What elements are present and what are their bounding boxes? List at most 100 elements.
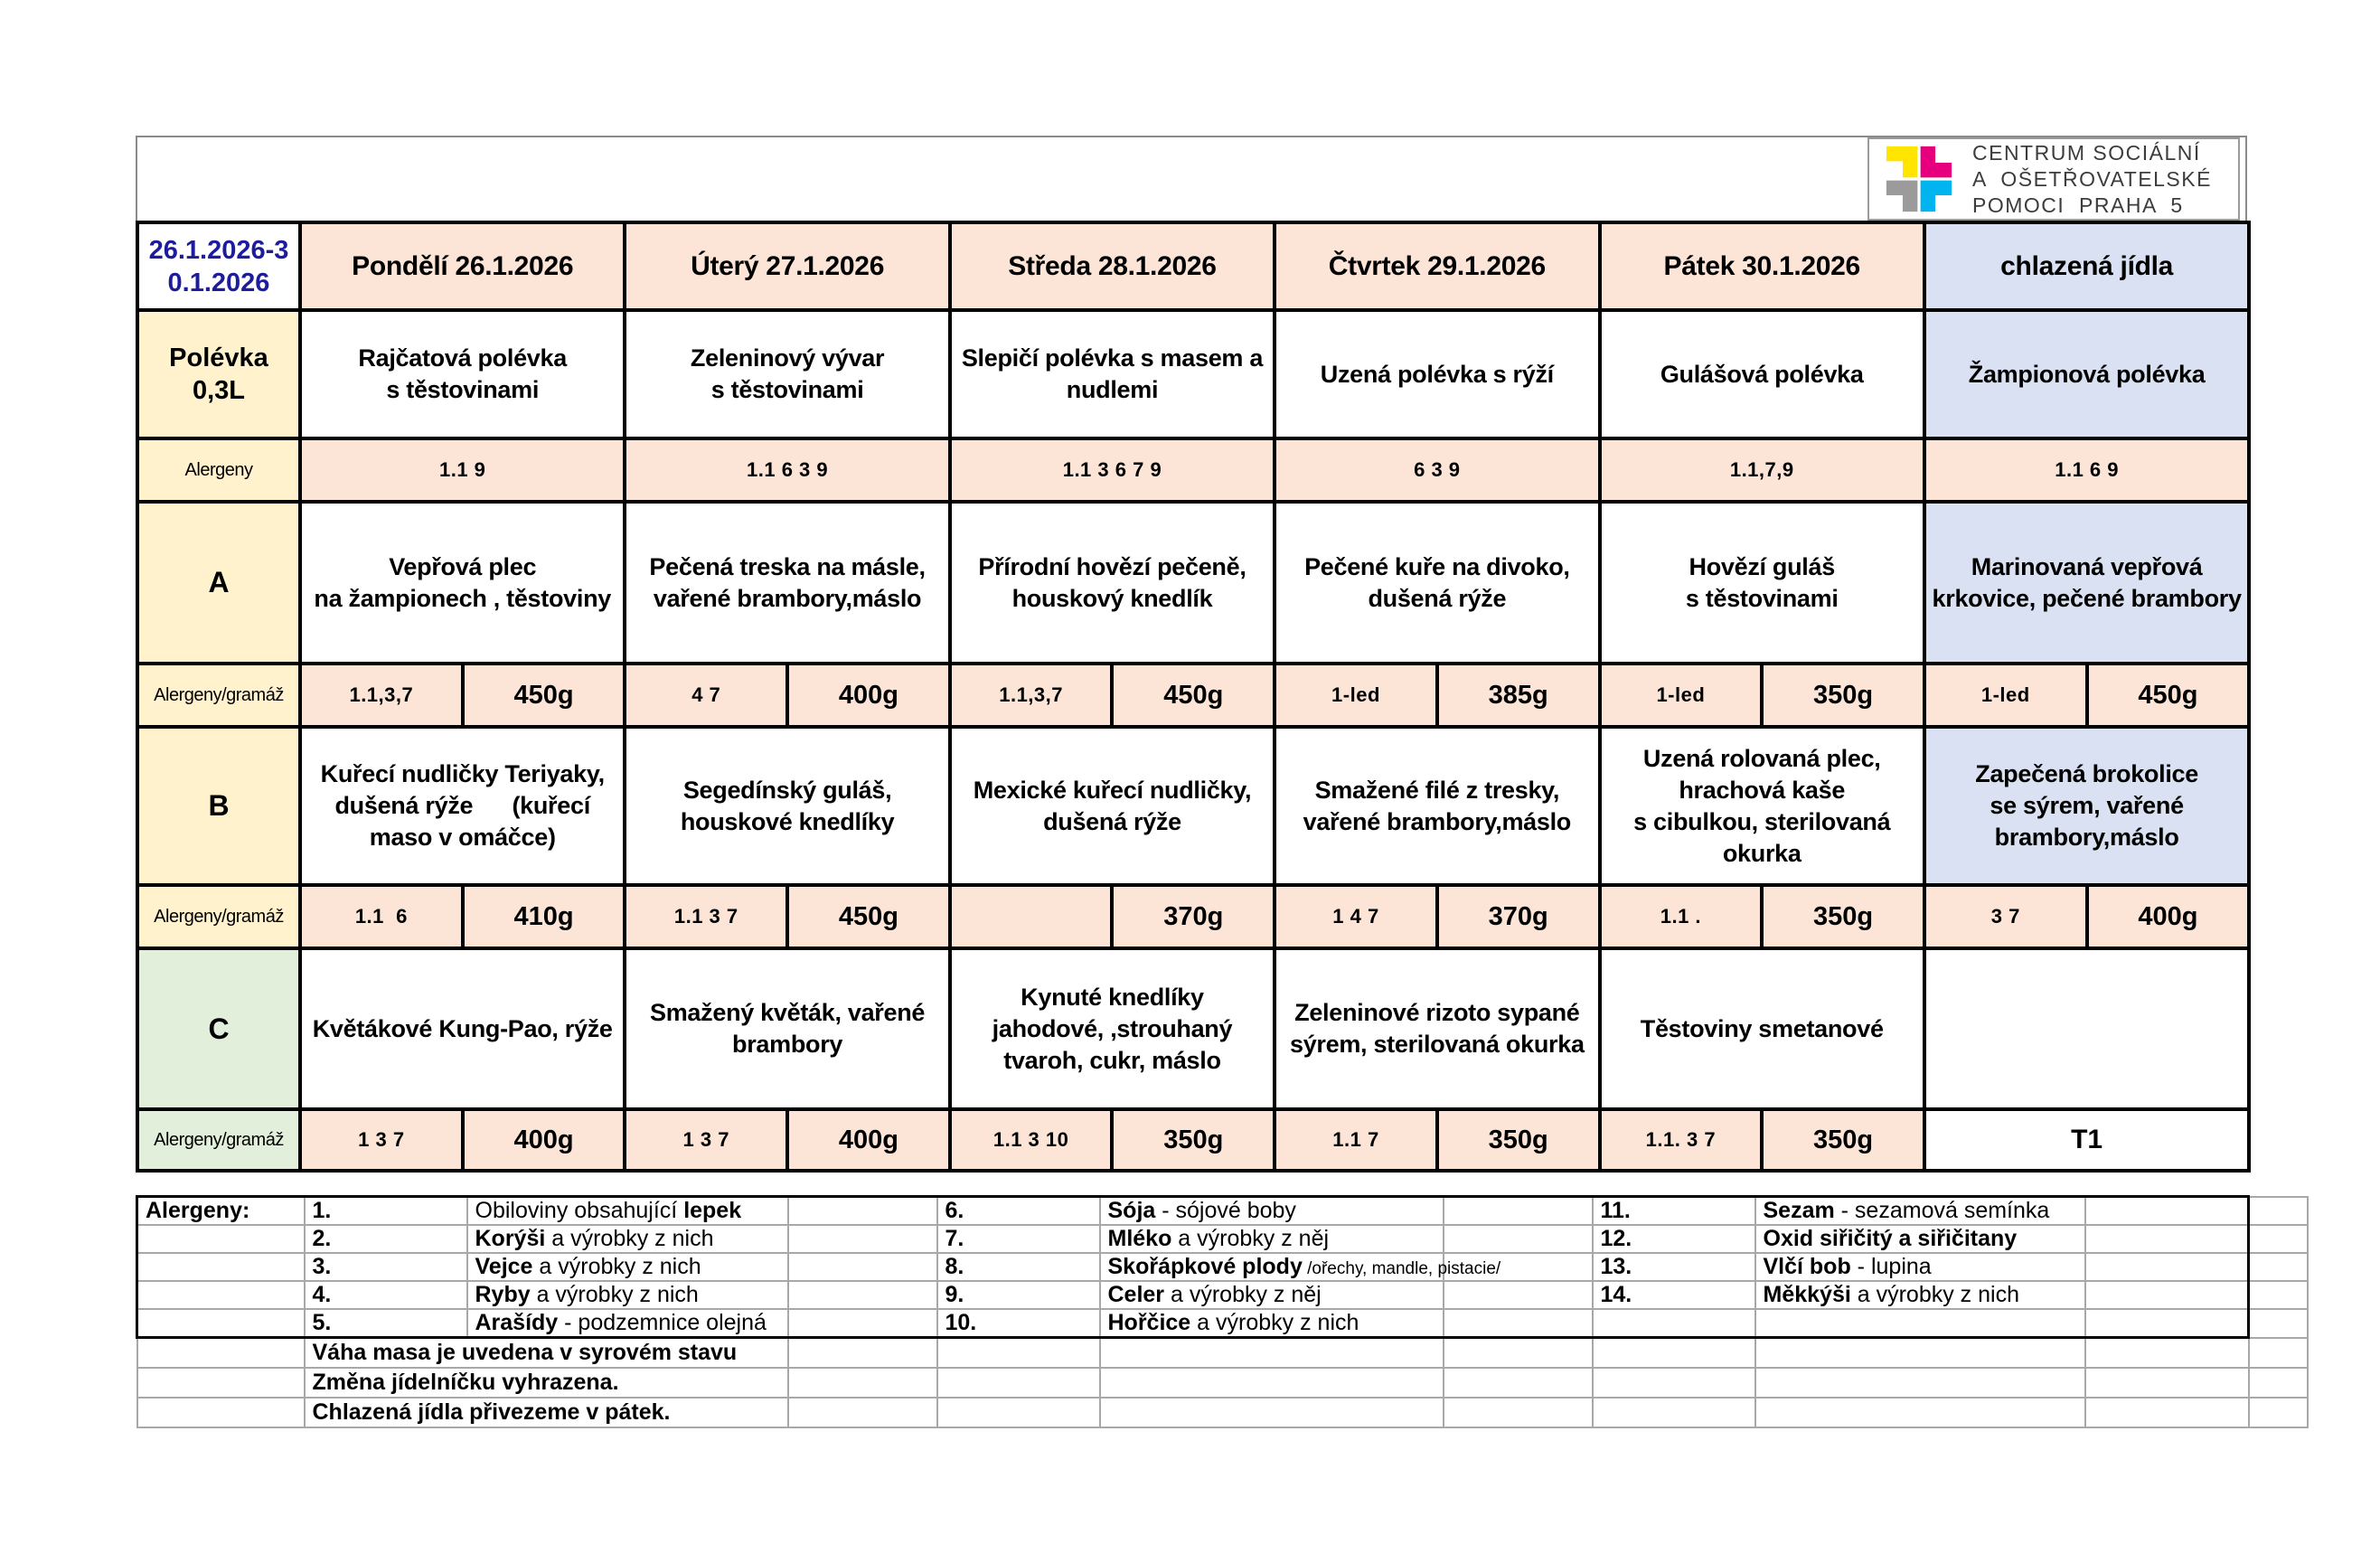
header-row: 26.1.2026-30.1.2026 Pondělí 26.1.2026 Út… bbox=[136, 221, 2252, 312]
legend-outer-cell bbox=[2247, 1336, 2309, 1369]
meal-a-allergens-label: Alergeny/gramáž bbox=[136, 662, 302, 729]
legend-item-number: 14. bbox=[1591, 1280, 1756, 1310]
meal-c-allergens-row: Alergeny/gramáž 1 3 7 400g 1 3 7 400g 1.… bbox=[136, 1107, 2252, 1173]
logo-line-1: CENTRUM SOCIÁLNÍ bbox=[1972, 140, 2201, 165]
legend-item-number: 7. bbox=[936, 1224, 1101, 1254]
legend-spacer bbox=[1754, 1308, 2086, 1339]
legend-spacer bbox=[1591, 1336, 1756, 1369]
note-row-2: Změna jídelníčku vyhrazena. bbox=[136, 1366, 2309, 1399]
legend-spacer bbox=[1442, 1280, 1594, 1310]
legend-item-number: 8. bbox=[936, 1252, 1101, 1282]
gram-cell: 350g bbox=[1760, 1107, 1926, 1173]
gram-cell: 350g bbox=[1110, 1107, 1277, 1173]
day-header-friday: Pátek 30.1.2026 bbox=[1597, 221, 1926, 312]
logo-line-3: POMOCI PRAHA 5 bbox=[1972, 193, 2184, 217]
meal-a-row: A Vepřová plec na žampionech , těstoviny… bbox=[136, 500, 2252, 665]
allergen-cell: 1.1 7 bbox=[1273, 1107, 1439, 1173]
legend-spacer bbox=[1754, 1366, 2086, 1399]
meal-c-tuesday: Smažený květák, vařené brambory bbox=[623, 947, 952, 1111]
gram-cell: 350g bbox=[1435, 1107, 1602, 1173]
legend-spacer bbox=[786, 1366, 938, 1399]
legend-spacer bbox=[1591, 1396, 1756, 1428]
legend-spacer bbox=[2084, 1366, 2250, 1399]
gram-cell: 350g bbox=[1760, 883, 1926, 950]
legend-item-text: Arašídy - podzemnice olejná bbox=[466, 1308, 789, 1339]
date-range: 26.1.2026-30.1.2026 bbox=[136, 221, 302, 312]
meal-b-tuesday: Segedínský guláš, houskové knedlíky bbox=[623, 725, 952, 887]
allergen-cell: 1.1 3 10 bbox=[947, 1107, 1115, 1173]
allergen-cell: 1-led bbox=[1597, 662, 1764, 729]
allergen-cell: 1.1. 3 7 bbox=[1597, 1107, 1764, 1173]
legend-item-number: 6. bbox=[936, 1195, 1101, 1226]
meal-a-allergens-row: Alergeny/gramáž 1.1,3,7 450g 4 7 400g 1.… bbox=[136, 662, 2252, 729]
legend-spacer bbox=[1442, 1252, 1594, 1282]
meal-b-label: B bbox=[136, 725, 302, 887]
meal-c-chilled bbox=[1922, 947, 2252, 1111]
legend-item-text: Sója - sójové boby bbox=[1098, 1195, 1444, 1226]
meal-a-wednesday: Přírodní hovězí pečeně, houskový knedlík bbox=[947, 500, 1277, 665]
gram-cell: 410g bbox=[460, 883, 627, 950]
allergen-cell: 1.1,3,7 bbox=[947, 662, 1115, 729]
legend-spacer bbox=[1442, 1366, 1594, 1399]
legend-outer-cell bbox=[2247, 1366, 2309, 1399]
allergen-cell: 4 7 bbox=[623, 662, 790, 729]
legend-spacer bbox=[2084, 1280, 2250, 1310]
gram-cell: 450g bbox=[2084, 662, 2252, 729]
gram-cell: 385g bbox=[1435, 662, 1602, 729]
meal-b-allergens-row: Alergeny/gramáž 1.1 6 410g 1.1 3 7 450g … bbox=[136, 883, 2252, 950]
gram-cell: 400g bbox=[785, 1107, 952, 1173]
legend-item-number: 13. bbox=[1591, 1252, 1756, 1282]
soup-chilled: Žampionová polévka bbox=[1922, 308, 2252, 440]
meal-b-wednesday: Mexické kuřecí nudličky, dušená rýže bbox=[947, 725, 1277, 887]
soup-allergens-friday: 1.1,7,9 bbox=[1597, 437, 1926, 504]
legend-item-text: Celer a výrobky z něj bbox=[1098, 1280, 1444, 1310]
soup-wednesday: Slepičí polévka s masem a nudlemi bbox=[947, 308, 1277, 440]
soup-allergens-chilled: 1.1 6 9 bbox=[1922, 437, 2252, 504]
soup-tuesday: Zeleninový vývar s těstovinami bbox=[623, 308, 952, 440]
legend-spacer bbox=[1442, 1195, 1594, 1226]
soup-allergens-monday: 1.1 9 bbox=[297, 437, 627, 504]
meal-b-chilled: Zapečená brokolice se sýrem, vařené bram… bbox=[1922, 725, 2252, 887]
legend-row-3: 3. Vejce a výrobky z nich 8. Skořápkové … bbox=[136, 1252, 2309, 1282]
legend-item-text: Měkkýši a výrobky z nich bbox=[1754, 1280, 2086, 1310]
soup-row: Polévka 0,3L Rajčatová polévka s těstovi… bbox=[136, 308, 2252, 440]
legend-item-number: 11. bbox=[1591, 1195, 1756, 1226]
soup-allergens-wednesday: 1.1 3 6 7 9 bbox=[947, 437, 1277, 504]
meal-b-row: B Kuřecí nudličky Teriyaky, dušená rýže … bbox=[136, 725, 2252, 887]
legend-item-number: 9. bbox=[936, 1280, 1101, 1310]
legend-outer-cell bbox=[2247, 1280, 2309, 1310]
legend-spacer bbox=[1442, 1336, 1594, 1369]
legend-spacer bbox=[936, 1396, 1101, 1428]
legend-row-5: 5. Arašídy - podzemnice olejná 10. Hořči… bbox=[136, 1308, 2309, 1339]
legend-spacer bbox=[786, 1252, 938, 1282]
legend-item-text: Korýši a výrobky z nich bbox=[466, 1224, 789, 1254]
legend-row-1: Alergeny: 1. Obiloviny obsahující lepek … bbox=[136, 1195, 2309, 1226]
day-header-monday: Pondělí 26.1.2026 bbox=[297, 221, 627, 312]
legend-item-number: 10. bbox=[936, 1308, 1101, 1339]
weekly-menu-table: 26.1.2026-30.1.2026 Pondělí 26.1.2026 Út… bbox=[136, 221, 2252, 1173]
meal-c-wednesday: Kynuté knedlíky jahodové, ,strouhaný tva… bbox=[947, 947, 1277, 1111]
legend-spacer bbox=[136, 1308, 306, 1339]
meal-c-thursday: Zeleninové rizoto sypané sýrem, sterilov… bbox=[1273, 947, 1602, 1111]
legend-spacer bbox=[1442, 1396, 1594, 1428]
allergen-cell: 1 4 7 bbox=[1273, 883, 1439, 950]
legend-item-number: 1. bbox=[303, 1195, 468, 1226]
meal-c-monday: Květákové Kung-Pao, rýže bbox=[297, 947, 627, 1111]
logo-cross-icon bbox=[1886, 146, 1952, 212]
day-header-wednesday: Středa 28.1.2026 bbox=[947, 221, 1277, 312]
legend-item-number: 2. bbox=[303, 1224, 468, 1254]
day-header-thursday: Čtvrtek 29.1.2026 bbox=[1273, 221, 1602, 312]
allergen-cell: 1.1 6 bbox=[298, 883, 465, 950]
meal-b-friday: Uzená rolovaná plec, hrachová kaše s cib… bbox=[1597, 725, 1926, 887]
allergen-cell: 1-led bbox=[1273, 662, 1439, 729]
note-row-3: Chlazená jídla přivezeme v pátek. bbox=[136, 1396, 2309, 1428]
meal-b-thursday: Smažené filé z tresky, vařené brambory,m… bbox=[1273, 725, 1602, 887]
legend-item-number: 12. bbox=[1591, 1224, 1756, 1254]
legend-spacer bbox=[136, 1280, 306, 1310]
legend-spacer bbox=[1591, 1366, 1756, 1399]
gram-cell: 400g bbox=[2084, 883, 2252, 950]
allergen-cell bbox=[947, 883, 1115, 950]
gram-cell: 450g bbox=[1110, 662, 1277, 729]
legend-spacer bbox=[136, 1224, 306, 1254]
